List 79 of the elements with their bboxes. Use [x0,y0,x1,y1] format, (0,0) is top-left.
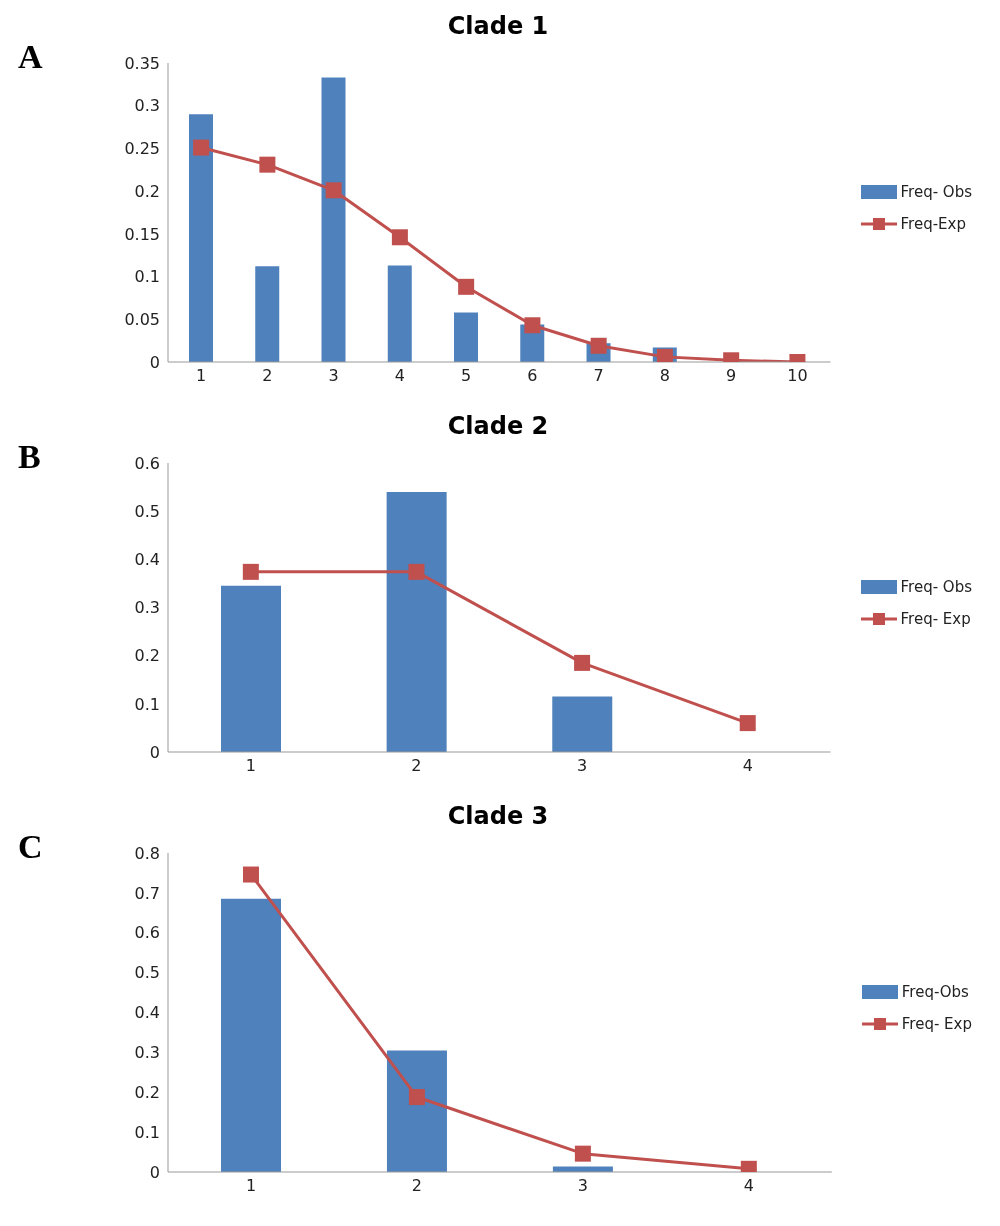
y-tick-label: 0.2 [134,181,160,201]
chart-title: Clade 1 [446,12,550,40]
point [739,715,756,732]
y-tick-label: 0.5 [134,963,160,983]
x-tick-label: 8 [659,366,670,386]
legend-label: Freq- Exp [901,1015,972,1033]
text: B [18,438,41,476]
y-tick-label: 0.1 [134,267,160,287]
x-tick-label: 3 [577,1176,588,1196]
bar [454,312,479,362]
x-tick-label: 6 [527,366,538,386]
x-tick-label: 4 [742,756,753,776]
y-tick-label: 0.3 [134,598,160,618]
point [408,1089,425,1106]
bar [552,1166,613,1172]
point [391,229,408,246]
y-tick-label: 0.1 [134,1122,160,1142]
bar [189,114,213,362]
y-tick-label: 0.8 [134,843,160,863]
y-tick-label: 0.6 [134,923,160,943]
legend-label: Freq- Obs [900,578,972,596]
x-tick-label: 3 [328,366,339,386]
y-tick-label: 0.6 [134,453,160,473]
x-tick-label: 1 [245,1176,257,1196]
chart-title: Clade 3 [446,802,550,830]
bar [552,696,613,752]
y-tick-label: 0.25 [124,139,160,159]
y-tick-label: 0.5 [134,501,160,521]
y-tick-label: 0.1 [134,694,160,714]
y-tick-label: 0.3 [134,96,160,116]
point [458,278,475,295]
legend-label: Freq-Exp [900,215,966,233]
y-tick-label: 0.3 [134,1043,160,1063]
y-tick-label: 0.4 [134,550,160,570]
bar [386,491,447,752]
bar [255,266,280,362]
x-tick-label: 3 [577,756,588,776]
x-tick-label: 4 [743,1176,754,1196]
y-tick-label: 0.15 [124,224,160,244]
y-tick-label: 0 [149,1162,160,1182]
legend-label: Freq- Obs [900,183,972,201]
y-tick-label: 0.05 [124,309,160,329]
bar [321,77,346,362]
x-tick-label: 2 [262,366,273,386]
x-tick-label: 9 [726,366,737,386]
y-tick-label: 0.2 [134,1082,160,1102]
point [574,654,591,671]
y-tick-label: 0.7 [134,883,160,903]
x-tick-label: 2 [411,756,422,776]
point [325,182,342,199]
point [242,866,259,883]
x-tick-label: 1 [196,366,207,386]
y-tick-label: 0.35 [124,53,160,73]
y-tick-label: 0 [149,352,160,372]
x-tick-label: 4 [394,366,405,386]
bar [221,585,281,752]
x-tick-label: 7 [593,366,604,386]
point [193,139,210,156]
point [656,348,673,362]
bar [387,265,412,362]
x-tick-label: 1 [245,756,256,776]
legend-label: Freq-Obs [901,983,969,1001]
y-tick-label: 0.4 [134,1003,160,1023]
text: A [18,38,43,76]
legend-label: Freq- Exp [900,610,971,628]
bar [221,898,281,1172]
x-tick-label: 5 [461,366,472,386]
point [574,1145,591,1162]
point [408,563,425,580]
text: C [18,828,43,866]
x-tick-label: 10 [787,366,808,386]
point [524,317,541,334]
point [259,156,276,173]
y-tick-label: 0 [149,742,160,762]
point [242,563,259,580]
chart-title: Clade 2 [446,412,550,440]
y-tick-label: 0.2 [134,646,160,666]
x-tick-label: 2 [411,1176,423,1196]
bar [386,1050,447,1172]
